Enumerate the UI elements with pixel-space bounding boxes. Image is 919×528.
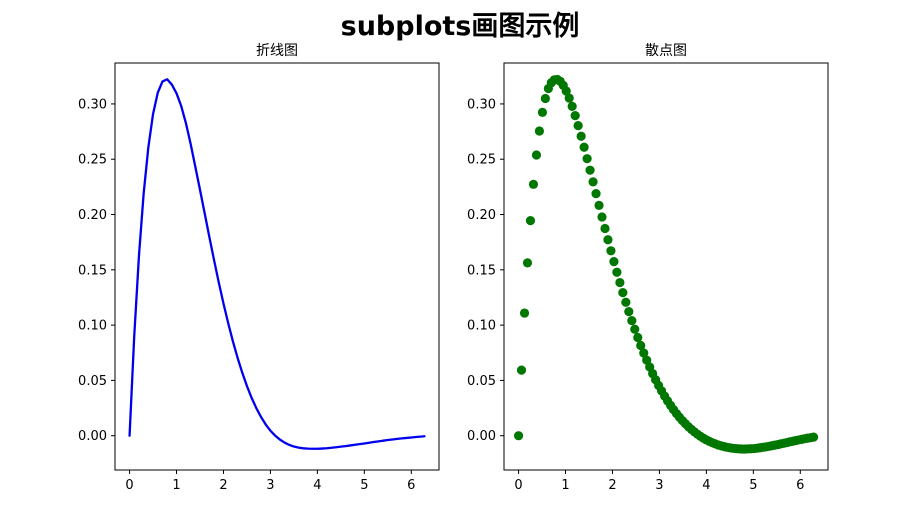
scatter-point xyxy=(633,332,643,343)
scatter-point xyxy=(609,257,619,267)
scatter-subplot-title: 散点图 xyxy=(645,43,687,59)
scatter-point xyxy=(621,297,631,307)
scatter-point xyxy=(561,86,571,96)
scatter-point xyxy=(627,315,637,326)
scatter-ytick-label: 0.20 xyxy=(467,208,496,223)
line-subplot-marks xyxy=(128,78,426,450)
scatter-xtick-label: 3 xyxy=(655,478,663,493)
scatter-point xyxy=(579,142,589,152)
line-subplot-title: 折线图 xyxy=(256,43,298,59)
scatter-point xyxy=(615,277,625,288)
scatter-point xyxy=(588,177,598,187)
scatter-point xyxy=(636,340,646,351)
scatter-point xyxy=(618,288,628,298)
scatter-point xyxy=(585,165,595,175)
line-series xyxy=(128,78,426,450)
scatter-point xyxy=(519,308,530,318)
scatter-point xyxy=(567,101,577,111)
scatter-point xyxy=(639,348,649,358)
scatter-point xyxy=(573,121,583,131)
scatter-point xyxy=(582,154,592,164)
scatter-point xyxy=(537,107,548,117)
line-xtick-label: 3 xyxy=(266,478,274,493)
line-xtick-label: 0 xyxy=(125,478,133,493)
scatter-point xyxy=(513,431,524,441)
line-ytick-label: 0.20 xyxy=(78,208,107,223)
scatter-ytick-label: 0.25 xyxy=(467,153,496,168)
scatter-ytick-label: 0.10 xyxy=(467,319,496,334)
scatter-point xyxy=(642,355,652,365)
line-subplot-frame xyxy=(114,62,440,471)
scatter-point xyxy=(630,324,640,334)
scatter-point xyxy=(594,200,604,210)
scatter-xtick-label: 0 xyxy=(514,478,522,493)
line-xtick-label: 5 xyxy=(360,478,368,493)
scatter-xtick-label: 4 xyxy=(702,478,710,493)
line-xtick-label: 6 xyxy=(407,478,415,493)
scatter-point xyxy=(528,179,539,189)
scatter-subplot-frame xyxy=(503,62,829,471)
scatter-xtick-label: 6 xyxy=(796,478,804,493)
line-ytick-label: 0.00 xyxy=(78,429,107,444)
scatter-point xyxy=(525,216,536,226)
scatter-point xyxy=(808,432,819,442)
scatter-point xyxy=(516,365,527,375)
scatter-xtick-label: 2 xyxy=(608,478,616,493)
line-ytick-label: 0.05 xyxy=(78,374,107,389)
scatter-point xyxy=(600,223,610,234)
scatter-point xyxy=(564,93,574,103)
line-ytick-label: 0.30 xyxy=(78,97,107,112)
scatter-subplot-marks xyxy=(513,74,819,454)
line-subplot: 折线图 0 1 2 3 4 5 6 0.00 0.05 0.10 0.15 0.20 0.25 0.30 xyxy=(78,43,440,493)
scatter-subplot: 散点图 0 1 2 3 4 5 6 0.00 0.05 0.10 0.15 0.20 0.25 0.30 xyxy=(467,43,829,493)
line-ytick-label: 0.15 xyxy=(78,263,107,278)
scatter-subplot-ticks: 0 1 2 3 4 5 6 0.00 0.05 0.10 0.15 0.20 0.25 0.30 xyxy=(467,97,804,493)
scatter-point xyxy=(597,212,607,222)
scatter-point xyxy=(606,246,616,256)
line-xtick-label: 2 xyxy=(219,478,227,493)
scatter-point xyxy=(534,126,545,136)
scatter-point xyxy=(591,189,601,199)
scatter-ytick-label: 0.05 xyxy=(467,374,496,389)
scatter-xtick-label: 5 xyxy=(749,478,757,493)
scatter-point xyxy=(570,111,580,121)
scatter-ytick-label: 0.30 xyxy=(467,97,496,112)
scatter-ytick-label: 0.15 xyxy=(467,263,496,278)
figure-suptitle: subplots画图示例 xyxy=(341,11,580,42)
scatter-point xyxy=(612,267,622,277)
scatter-point xyxy=(624,307,634,317)
scatter-point xyxy=(531,150,542,160)
scatter-xtick-label: 1 xyxy=(561,478,569,493)
line-ytick-label: 0.25 xyxy=(78,153,107,168)
scatter-point xyxy=(522,258,533,268)
line-subplot-ticks: 0 1 2 3 4 5 6 0.00 0.05 0.10 0.15 0.20 0.25 0.30 xyxy=(78,97,415,493)
line-xtick-label: 1 xyxy=(172,478,180,493)
scatter-ytick-label: 0.00 xyxy=(467,429,496,444)
scatter-point xyxy=(540,93,550,104)
scatter-point xyxy=(603,235,613,245)
line-ytick-label: 0.10 xyxy=(78,319,107,334)
scatter-point xyxy=(576,131,586,141)
line-xtick-label: 4 xyxy=(313,478,321,493)
